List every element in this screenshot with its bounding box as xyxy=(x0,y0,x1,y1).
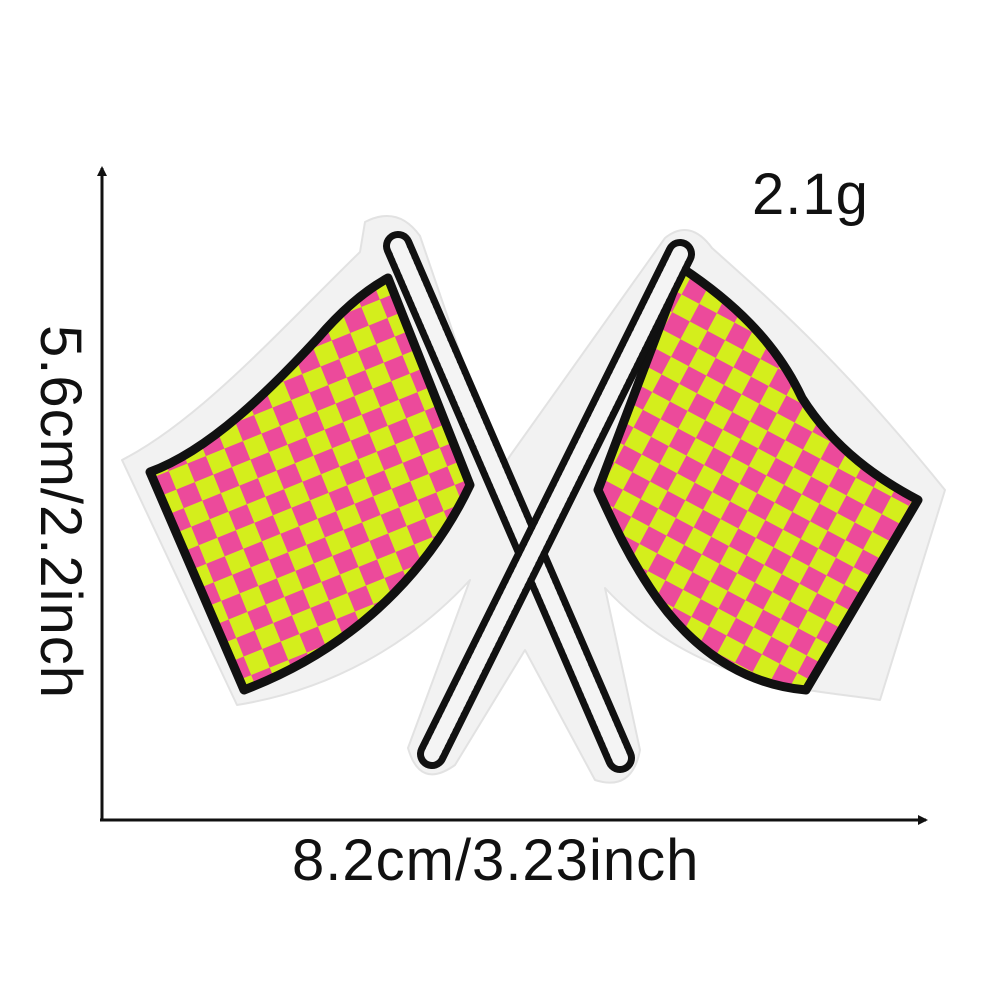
weight-label: 2.1g xyxy=(752,162,869,227)
dimension-arrows xyxy=(97,166,928,825)
left-flag-pole xyxy=(383,231,635,773)
right-flag-pole xyxy=(417,239,695,769)
right-flag-cloth xyxy=(593,263,923,695)
checkered-flags-patch xyxy=(121,215,946,784)
width-dimension-label: 8.2cm/3.23inch xyxy=(292,828,700,893)
left-flag-cloth xyxy=(145,273,475,695)
height-dimension-label: 5.6cm/2.2inch xyxy=(28,324,93,700)
